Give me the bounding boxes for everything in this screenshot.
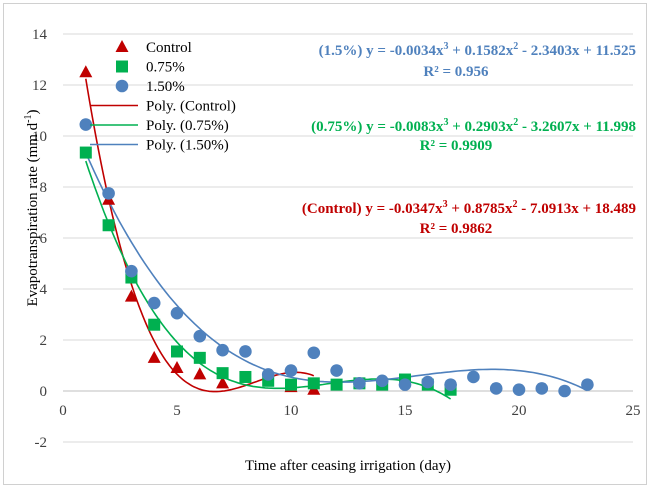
- data-point: [147, 350, 161, 363]
- legend-label: Control: [146, 40, 192, 56]
- data-point: [261, 368, 275, 381]
- legend-marker: [115, 40, 129, 52]
- data-point: [285, 378, 297, 391]
- data-point: [102, 219, 115, 232]
- x-tick-label: 20: [512, 403, 527, 419]
- y-tick-label: 6: [40, 231, 48, 247]
- y-axis-title: Evapotranspiration rate (mm d-1): [23, 109, 41, 306]
- y-tick-label: 2: [40, 333, 48, 349]
- data-point: [239, 345, 252, 358]
- data-point: [398, 378, 412, 391]
- data-point: [170, 361, 184, 374]
- data-point: [489, 382, 503, 395]
- y-tick-label: 10: [32, 129, 47, 145]
- x-axis-title: Time after ceasing irrigation (day): [245, 458, 451, 474]
- y-tick-label: 14: [32, 27, 48, 43]
- y-tick-label: 8: [40, 180, 48, 196]
- data-point: [284, 364, 298, 377]
- equation-label: (1.5%) y = -0.0034x3 + 0.1582x2 - 2.3403…: [319, 41, 636, 59]
- data-point: [330, 364, 343, 377]
- y-tick-label: 4: [40, 282, 48, 298]
- x-tick-label: 25: [626, 403, 641, 419]
- data-point: [558, 384, 571, 398]
- data-point: [147, 296, 161, 310]
- trendline: [85, 160, 452, 400]
- data-point: [79, 118, 93, 131]
- y-tick-label: -2: [35, 435, 48, 451]
- x-tick-label: 15: [398, 403, 413, 419]
- r-squared-label: R² = 0.9909: [420, 138, 493, 154]
- x-tick-label: 10: [284, 403, 299, 419]
- data-point: [124, 289, 138, 302]
- data-point: [216, 343, 229, 357]
- y-tick-label: 0: [40, 384, 48, 400]
- data-point: [171, 345, 183, 358]
- data-point: [216, 367, 229, 380]
- data-point: [193, 351, 206, 364]
- legend-label: Poly. (0.75%): [146, 118, 229, 134]
- data-point: [353, 377, 366, 390]
- data-point: [193, 329, 207, 343]
- data-point: [102, 187, 115, 200]
- data-point: [512, 383, 526, 397]
- data-point: [375, 374, 389, 388]
- data-point: [421, 375, 435, 389]
- data-point: [307, 377, 320, 390]
- legend-label: 1.50%: [146, 79, 185, 95]
- x-tick-label: 0: [59, 403, 67, 419]
- y-tick-label: 12: [32, 78, 47, 94]
- data-point: [193, 367, 207, 380]
- legend-label: 0.75%: [146, 60, 185, 76]
- data-point: [330, 378, 343, 391]
- data-point: [125, 264, 138, 278]
- data-point: [239, 370, 252, 383]
- equation-label: (0.75%) y = -0.0083x3 + 0.2903x2 - 3.260…: [311, 117, 636, 135]
- r-squared-label: R² = 0.9862: [420, 221, 493, 237]
- data-point: [79, 65, 93, 78]
- trendline: [85, 152, 588, 392]
- data-point: [170, 306, 184, 320]
- legend-marker: [116, 60, 128, 73]
- data-point: [581, 378, 594, 391]
- legend-marker: [115, 79, 129, 93]
- legend-label: Poly. (1.50%): [146, 138, 229, 154]
- chart-frame: [3, 3, 647, 485]
- data-point: [148, 318, 161, 331]
- x-tick-label: 5: [173, 403, 181, 419]
- legend-label: Poly. (Control): [146, 99, 236, 115]
- data-point: [467, 370, 480, 384]
- data-point: [535, 382, 549, 395]
- data-point: [444, 378, 457, 391]
- r-squared-label: R² = 0.956: [423, 64, 489, 80]
- data-point: [125, 271, 138, 284]
- data-point: [216, 376, 230, 389]
- data-point: [307, 346, 321, 360]
- equation-label: (Control) y = -0.0347x3 + 0.8785x2 - 7.0…: [302, 199, 636, 217]
- data-point: [79, 146, 92, 159]
